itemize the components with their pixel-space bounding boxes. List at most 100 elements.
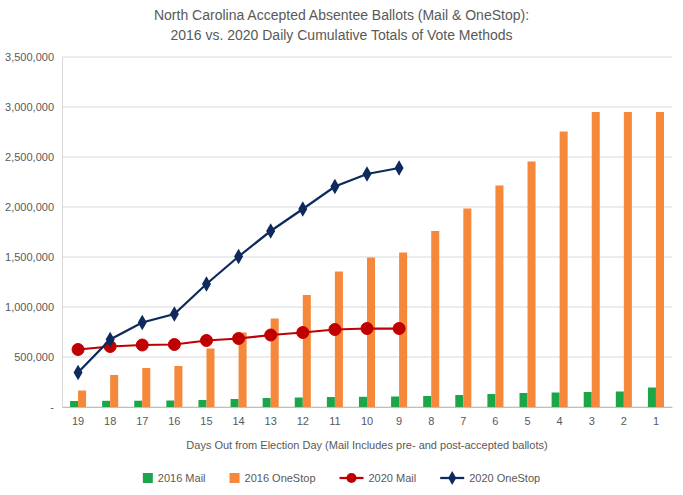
y-tick: - xyxy=(50,401,62,413)
x-tick-label: 2 xyxy=(621,415,627,427)
x-tick-label: 9 xyxy=(396,415,402,427)
grid-line xyxy=(62,57,672,58)
legend-label: 2016 Mail xyxy=(158,472,206,484)
x-tick: 12 xyxy=(297,407,309,427)
x-tick: 3 xyxy=(589,407,595,427)
x-tick-label: 15 xyxy=(200,415,212,427)
x-tick: 16 xyxy=(168,407,180,427)
bar xyxy=(78,391,86,408)
grid xyxy=(62,57,672,407)
marker xyxy=(170,306,179,322)
x-axis-line xyxy=(63,407,673,408)
bar xyxy=(295,398,303,408)
x-tick-label: 5 xyxy=(524,415,530,427)
x-tick: 7 xyxy=(460,407,466,427)
marker xyxy=(202,276,211,292)
x-tick: 4 xyxy=(557,407,563,427)
legend-item: 2016 Mail xyxy=(143,472,206,484)
marker xyxy=(330,179,339,195)
bar xyxy=(359,397,367,407)
x-tick-label: 19 xyxy=(72,415,84,427)
x-tick-label: 17 xyxy=(136,415,148,427)
bar xyxy=(110,375,118,407)
marker xyxy=(363,166,372,182)
legend-label: 2016 OneStop xyxy=(245,472,316,484)
bar xyxy=(142,368,150,407)
marker xyxy=(168,339,180,351)
legend-label: 2020 Mail xyxy=(369,472,417,484)
bar xyxy=(431,231,439,407)
bar xyxy=(166,401,174,408)
legend-swatch xyxy=(143,473,153,483)
bar-series xyxy=(70,388,656,408)
bar xyxy=(552,393,560,408)
legend-item: 2020 OneStop xyxy=(440,471,540,485)
bar xyxy=(102,401,110,407)
marker xyxy=(72,344,84,356)
bar xyxy=(624,112,632,407)
bar xyxy=(616,392,624,408)
x-tick: 18 xyxy=(104,407,116,427)
title-line: 2016 vs. 2020 Daily Cumulative Totals of… xyxy=(170,27,512,43)
marker xyxy=(361,323,373,335)
x-tick-label: 13 xyxy=(265,415,277,427)
marker xyxy=(265,329,277,341)
bar xyxy=(327,397,335,407)
x-tick-label: 18 xyxy=(104,415,116,427)
x-tick: 9 xyxy=(396,407,402,427)
grid-line xyxy=(62,207,672,208)
x-tick: 5 xyxy=(524,407,530,427)
bar xyxy=(335,272,343,408)
legend-item: 2020 Mail xyxy=(340,472,417,484)
bar xyxy=(70,401,78,407)
marker xyxy=(233,333,245,345)
bar xyxy=(528,162,536,408)
x-tick: 2 xyxy=(621,407,627,427)
x-tick: 13 xyxy=(265,407,277,427)
bar xyxy=(520,393,528,407)
bar xyxy=(263,398,271,407)
x-axis-title: Days Out from Election Day (Mail Include… xyxy=(186,439,547,451)
y-tick-label: 3,000,000 xyxy=(5,101,54,113)
legend-item: 2016 OneStop xyxy=(230,472,316,484)
marker xyxy=(74,365,83,381)
bar xyxy=(174,366,182,407)
y-tick: 500,000 xyxy=(14,351,62,363)
bar xyxy=(198,400,206,407)
x-tick: 15 xyxy=(200,407,212,427)
plot-area xyxy=(70,112,664,407)
bar xyxy=(423,396,431,407)
x-tick-label: 11 xyxy=(329,415,340,427)
x-tick-label: 10 xyxy=(361,415,373,427)
y-tick: 2,500,000 xyxy=(5,151,62,163)
legend: 2016 Mail 2016 OneStop 2020 Mail 2020 OneSt… xyxy=(143,471,540,485)
bar xyxy=(592,112,600,407)
title: North Carolina Accepted Absentee Ballots… xyxy=(154,7,529,43)
line-series xyxy=(74,160,404,380)
marker xyxy=(234,249,243,265)
marker xyxy=(329,324,341,336)
x-tick-label: 7 xyxy=(460,415,466,427)
y-tick: 3,500,000 xyxy=(5,51,62,63)
marker xyxy=(297,327,309,339)
bar xyxy=(584,392,592,407)
marker xyxy=(106,332,115,348)
y-tick: 1,000,000 xyxy=(5,301,62,313)
y-axis: - 500,000 1,000,000 1,500,000 2,000,000 2,500… xyxy=(5,51,62,413)
x-tick: 8 xyxy=(428,407,434,427)
bar xyxy=(391,397,399,408)
x-tick-label: 3 xyxy=(589,415,595,427)
line-series xyxy=(72,323,405,356)
marker xyxy=(266,223,275,239)
bar xyxy=(560,132,568,408)
y-tick: 2,000,000 xyxy=(5,201,62,213)
bar xyxy=(231,399,239,407)
bar xyxy=(648,388,656,408)
x-tick: 1 xyxy=(653,407,659,427)
marker xyxy=(393,323,405,335)
x-tick: 6 xyxy=(492,407,498,427)
line xyxy=(78,168,399,373)
y-axis-line xyxy=(62,58,63,408)
x-tick: 17 xyxy=(136,407,148,427)
y-tick: 1,500,000 xyxy=(5,251,62,263)
